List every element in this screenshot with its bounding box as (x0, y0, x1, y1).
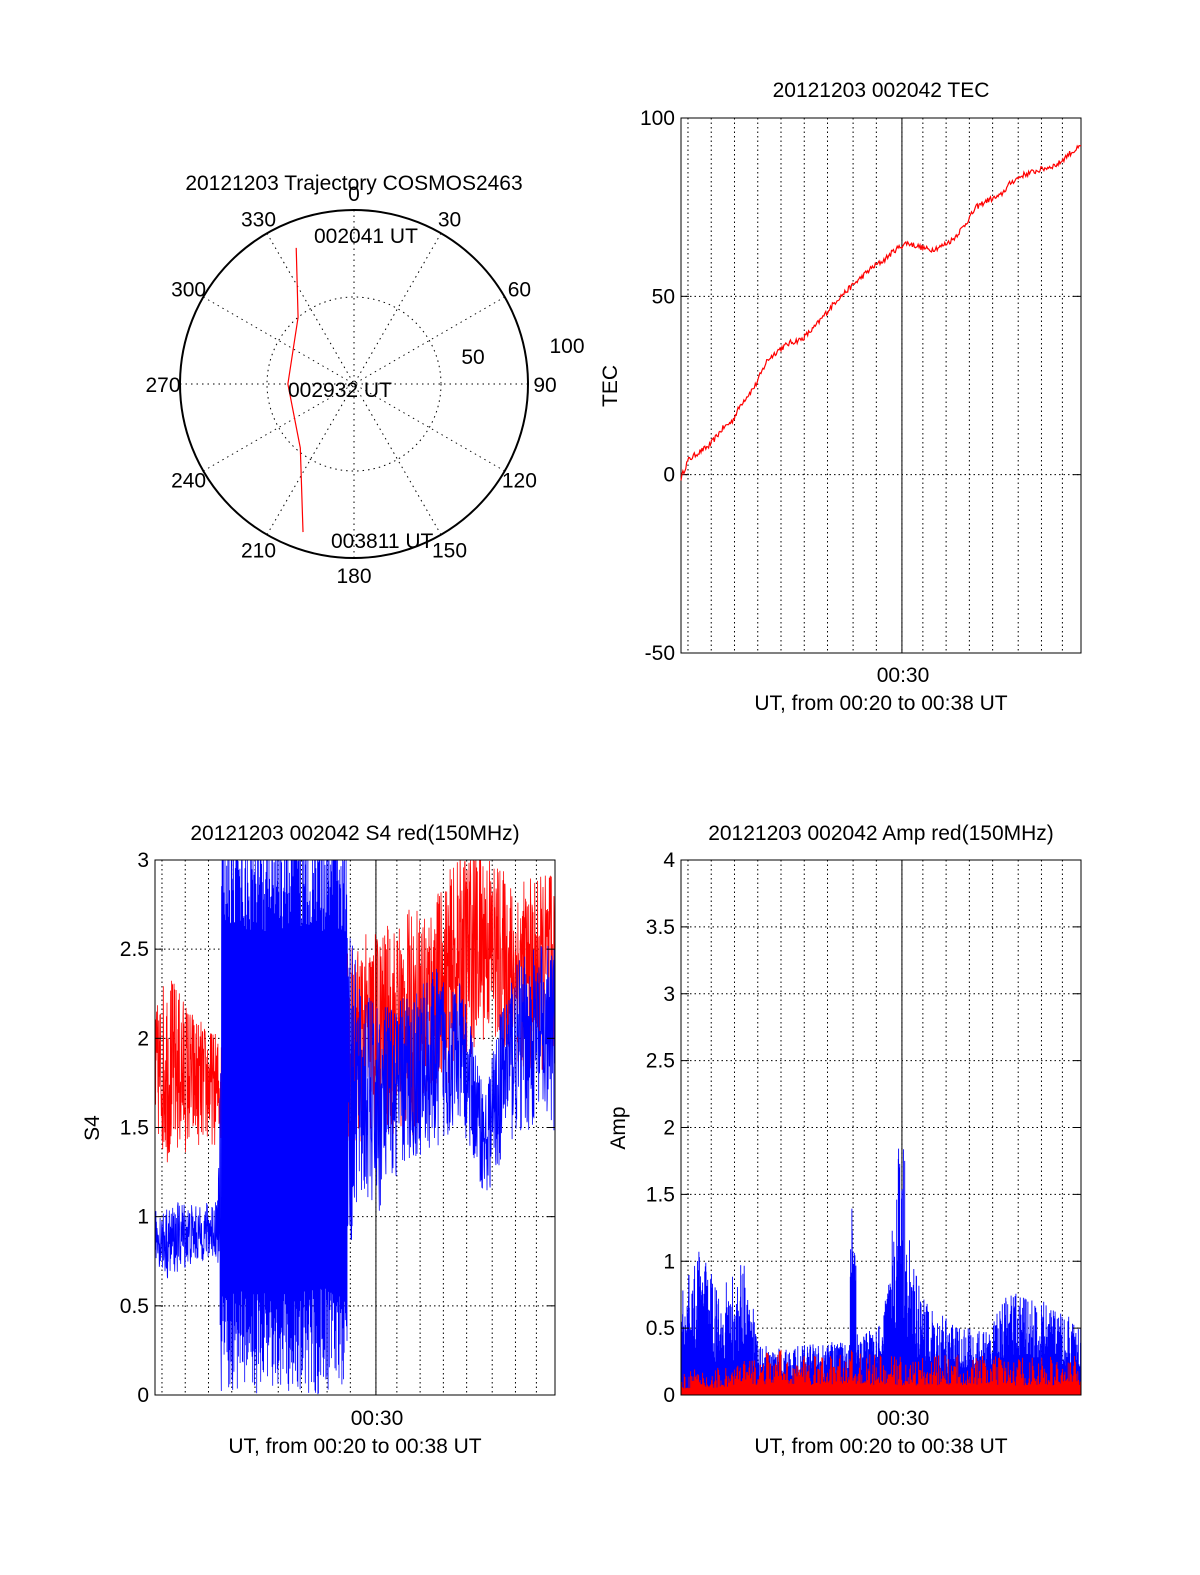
y-tick-label: 2 (137, 1027, 149, 1050)
polar-title: 20121203 Trajectory COSMOS2463 (185, 172, 522, 195)
tec-title: 20121203 002042 TEC (773, 79, 990, 102)
polar-angle-label: 150 (432, 539, 467, 562)
polar-radial-label-50: 50 (461, 346, 484, 369)
y-tick-label: 0.5 (120, 1295, 149, 1318)
polar-angle-label: 180 (336, 565, 371, 588)
y-tick-label: 50 (652, 285, 675, 308)
s4-x-label: UT, from 00:20 to 00:38 UT (228, 1435, 481, 1458)
amp-y-tick-labels: 0 0.5 1 1.5 2 2.5 3 3.5 4 (646, 849, 1081, 1407)
polar-time-label-mid: 002932 UT (288, 379, 392, 402)
y-tick-label: 0 (663, 1384, 675, 1407)
tec-series-line (680, 144, 1082, 481)
y-tick-label: 0 (663, 464, 675, 487)
tec-plot-frame (680, 117, 1082, 654)
amp-chart: 20121203 002042 Amp red(150MHz) 0 0.5 1 1.5… (607, 822, 1082, 1458)
y-tick-label: 1 (663, 1250, 675, 1273)
polar-time-label-end: 003811 UT (331, 530, 434, 553)
polar-chart: 20121203 Trajectory COSMOS2463 0 30 60 90 12… (145, 172, 584, 588)
y-tick-label: 4 (663, 849, 675, 872)
amp-grid (681, 860, 1081, 1395)
y-tick-label: 1.5 (120, 1117, 149, 1140)
y-tick-label: 3 (137, 849, 149, 872)
y-tick-label: 1 (137, 1206, 149, 1229)
y-tick-label: -50 (645, 642, 675, 665)
s4-series-blue (155, 860, 555, 1395)
y-tick-label: 2.5 (120, 938, 149, 961)
amp-series (680, 1148, 1082, 1395)
tec-y-tick-labels: 100 50 0 -50 (640, 107, 1081, 665)
polar-angle-label: 210 (241, 539, 276, 562)
amp-x-label: UT, from 00:20 to 00:38 UT (754, 1435, 1007, 1458)
y-tick-label: 0 (137, 1384, 149, 1407)
polar-angle-label: 0 (348, 183, 360, 206)
s4-y-label: S4 (81, 1115, 104, 1141)
y-tick-label: 2.5 (646, 1050, 675, 1073)
s4-y-tick-labels: 0 0.5 1 1.5 2 2.5 3 (120, 849, 555, 1407)
polar-angle-label: 240 (171, 470, 206, 493)
tec-grid (681, 118, 1081, 653)
polar-angle-label: 60 (508, 279, 531, 302)
polar-angle-label: 90 (533, 374, 556, 397)
s4-title: 20121203 002042 S4 red(150MHz) (190, 822, 519, 845)
polar-ring-50 (266, 296, 442, 472)
y-tick-label: 0.5 (646, 1317, 675, 1340)
polar-angle-label: 270 (145, 374, 180, 397)
y-tick-label: 2 (663, 1117, 675, 1140)
s4-x-tick-label: 00:30 (351, 1407, 404, 1430)
y-tick-label: 3.5 (646, 916, 675, 939)
polar-grid (179, 209, 529, 559)
tec-chart: 20121203 002042 TEC 100 50 0 -50 00:30 UT, … (599, 79, 1082, 715)
polar-angle-label: 30 (438, 209, 461, 232)
s4-series (155, 860, 555, 1395)
amp-x-tick-label: 00:30 (877, 1407, 930, 1430)
y-tick-label: 100 (640, 107, 675, 130)
polar-trajectory-line (287, 247, 304, 533)
s4-chart: 20121203 002042 S4 red(150MHz) 0 0.5 1 1.5 2… (81, 822, 556, 1458)
y-tick-label: 3 (663, 983, 675, 1006)
polar-angle-label: 120 (502, 470, 537, 493)
amp-y-label: Amp (607, 1106, 630, 1149)
polar-radial-label-100: 100 (549, 335, 584, 358)
polar-angle-labels: 0 30 60 90 120 150 180 210 240 270 300 330 (145, 183, 556, 588)
polar-time-label-start: 002041 UT (314, 225, 418, 248)
amp-title: 20121203 002042 Amp red(150MHz) (708, 822, 1054, 845)
tec-x-tick-label: 00:30 (877, 664, 930, 687)
polar-angle-label: 300 (171, 279, 206, 302)
y-tick-label: 1.5 (646, 1183, 675, 1206)
polar-angle-label: 330 (241, 209, 276, 232)
tec-x-label: UT, from 00:20 to 00:38 UT (754, 692, 1007, 715)
tec-y-label: TEC (599, 365, 622, 407)
